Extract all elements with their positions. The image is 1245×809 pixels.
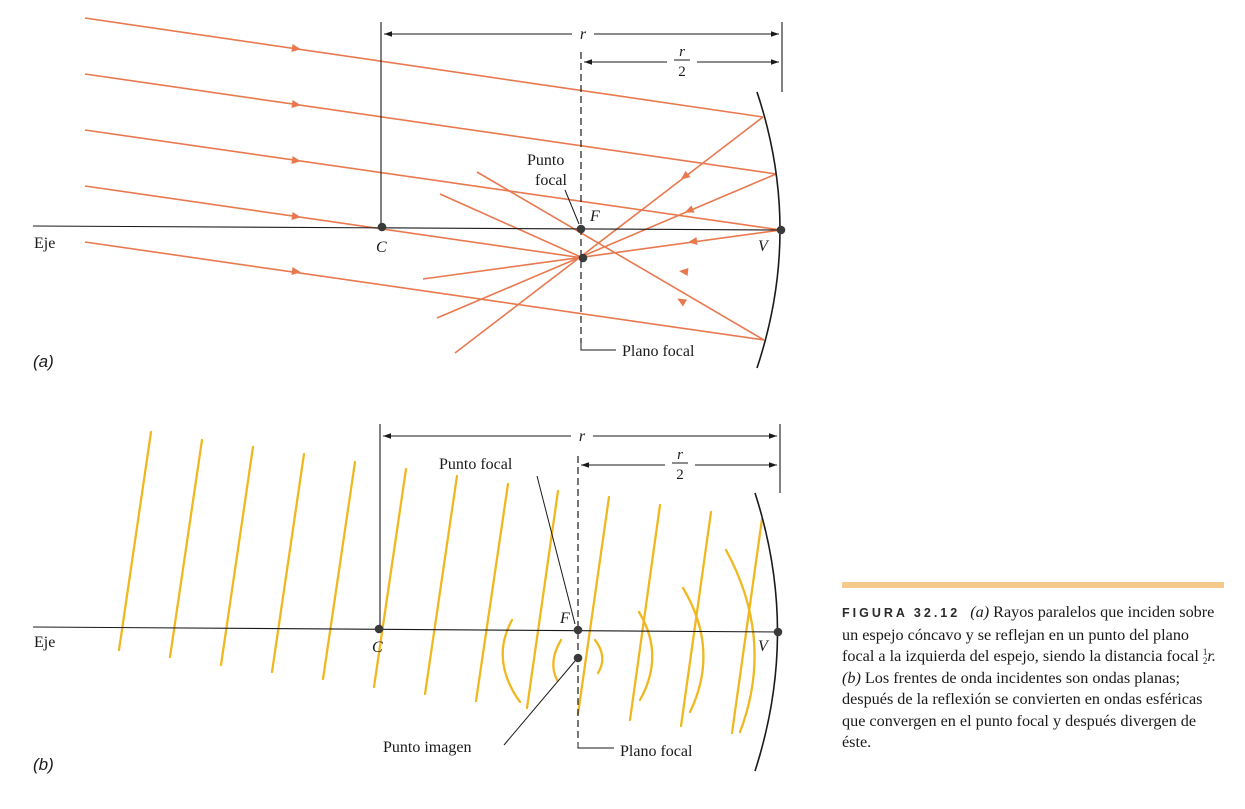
point-v bbox=[776, 225, 786, 235]
plane-wavefront bbox=[423, 474, 459, 696]
reflected-ray-3 bbox=[422, 229, 782, 280]
caption-fraction-numerator: 1 bbox=[1202, 647, 1208, 658]
caption-fraction-denominator: 2 bbox=[1202, 656, 1208, 667]
point-f-label: F bbox=[559, 610, 570, 627]
dimension-half-r-numerator: r bbox=[679, 44, 685, 60]
panel-a-rays: r r 2 Eje C F V Punto focal Plano focal … bbox=[32, 17, 786, 371]
panel-a-label: (a) bbox=[33, 352, 54, 371]
plane-wavefront bbox=[117, 430, 153, 652]
plane-wavefront bbox=[168, 438, 204, 659]
optical-axis bbox=[32, 626, 781, 633]
focal-plane-leader bbox=[577, 742, 614, 749]
caption-part-b-text: Los frentes de onda incidentes son ondas… bbox=[842, 668, 1203, 752]
caption-text: FIGURA 32.12 (a) Rayos paralelos que inc… bbox=[842, 602, 1224, 754]
plane-wavefront bbox=[474, 482, 510, 703]
focal-plane-label: Plano focal bbox=[622, 343, 695, 360]
plane-wavefront bbox=[219, 445, 255, 667]
dimension-half-r-numerator: r bbox=[677, 447, 683, 463]
ray-arrow bbox=[291, 44, 301, 52]
caption-part-b: (b) bbox=[842, 668, 861, 687]
spherical-wavefront bbox=[724, 548, 756, 734]
incident-ray-4 bbox=[84, 185, 584, 259]
ray-arrow bbox=[291, 100, 301, 108]
ray-arrow bbox=[684, 205, 695, 213]
point-c bbox=[377, 222, 387, 232]
ray-arrow bbox=[291, 267, 301, 275]
image-point-label: Punto imagen bbox=[383, 739, 471, 756]
incident-ray-2 bbox=[84, 73, 777, 175]
point-c-label: C bbox=[372, 639, 383, 656]
caption-part-a: (a) bbox=[970, 603, 990, 621]
incident-ray-5 bbox=[84, 241, 765, 341]
incident-ray-1 bbox=[84, 17, 764, 118]
ray-arrow bbox=[291, 156, 301, 164]
reflected-ray-2 bbox=[436, 173, 777, 319]
focal-point-leader bbox=[536, 475, 576, 625]
focal-plane-label: Plano focal bbox=[620, 743, 693, 760]
plane-wavefront bbox=[525, 489, 560, 710]
spherical-wavefront bbox=[552, 638, 563, 682]
panel-b-wavefronts: r r 2 Eje C F V Punto focal Punto imagen… bbox=[32, 424, 783, 774]
spherical-wavefront bbox=[637, 610, 654, 702]
incident-ray-3 bbox=[84, 129, 782, 231]
focal-point-label-line1: Punto bbox=[527, 152, 564, 169]
caption-part-a-r: r. bbox=[1207, 647, 1216, 665]
point-c bbox=[374, 624, 384, 634]
optical-axis bbox=[32, 225, 783, 231]
ray-arrow bbox=[688, 237, 698, 245]
ray-arrow bbox=[291, 212, 301, 220]
image-point bbox=[573, 653, 583, 663]
figure-caption: FIGURA 32.12 (a) Rayos paralelos que inc… bbox=[842, 582, 1224, 754]
point-c-label: C bbox=[376, 239, 387, 256]
dimension-r-label: r bbox=[580, 26, 587, 43]
caption-rule bbox=[842, 582, 1224, 588]
reflected-ray-1 bbox=[454, 116, 764, 354]
spherical-wavefront bbox=[681, 586, 705, 714]
incident-rays bbox=[84, 17, 782, 341]
point-f-label: F bbox=[589, 208, 600, 225]
axis-label: Eje bbox=[34, 235, 55, 252]
spherical-wavefront bbox=[593, 638, 604, 675]
reflected-rays bbox=[422, 116, 782, 354]
spherical-wavefront bbox=[501, 618, 522, 704]
reflected-ray-4 bbox=[439, 193, 584, 259]
focal-plane-leader bbox=[580, 343, 616, 351]
dimension-half-r-denominator: 2 bbox=[676, 467, 684, 483]
plane-wavefront bbox=[372, 467, 408, 689]
reflected-ray-5 bbox=[476, 171, 765, 341]
focus-convergence-point bbox=[578, 253, 588, 263]
ray-arrow bbox=[679, 268, 689, 276]
plane-wavefront bbox=[628, 503, 662, 722]
image-point-leader bbox=[503, 660, 576, 746]
point-v-label: V bbox=[758, 638, 770, 655]
axis-label: Eje bbox=[34, 634, 55, 651]
dimension-half-r-denominator: 2 bbox=[678, 64, 686, 80]
ray-arrows bbox=[291, 44, 698, 307]
plane-wavefront bbox=[679, 510, 713, 728]
ray-arrow bbox=[680, 170, 691, 180]
plane-wavefronts bbox=[117, 430, 764, 735]
spherical-wavefronts bbox=[501, 548, 756, 734]
focal-point-label: Punto focal bbox=[439, 456, 513, 473]
caption-figure-label: FIGURA 32.12 bbox=[842, 606, 961, 620]
point-f bbox=[576, 224, 586, 234]
dimension-r-label: r bbox=[579, 428, 586, 445]
plane-wavefront bbox=[730, 517, 764, 735]
plane-wavefront bbox=[321, 460, 357, 681]
caption-part-a-text: Rayos paralelos que inciden sobre un esp… bbox=[842, 603, 1215, 665]
point-v-label: V bbox=[758, 238, 770, 255]
focal-point-label-line2: focal bbox=[535, 172, 568, 189]
point-v bbox=[773, 627, 783, 637]
point-f bbox=[573, 625, 583, 635]
ray-arrow bbox=[677, 298, 687, 307]
panel-b-label: (b) bbox=[33, 755, 54, 774]
focal-point-leader bbox=[564, 189, 580, 225]
plane-wavefront bbox=[270, 452, 306, 674]
plane-wavefront bbox=[576, 495, 611, 716]
